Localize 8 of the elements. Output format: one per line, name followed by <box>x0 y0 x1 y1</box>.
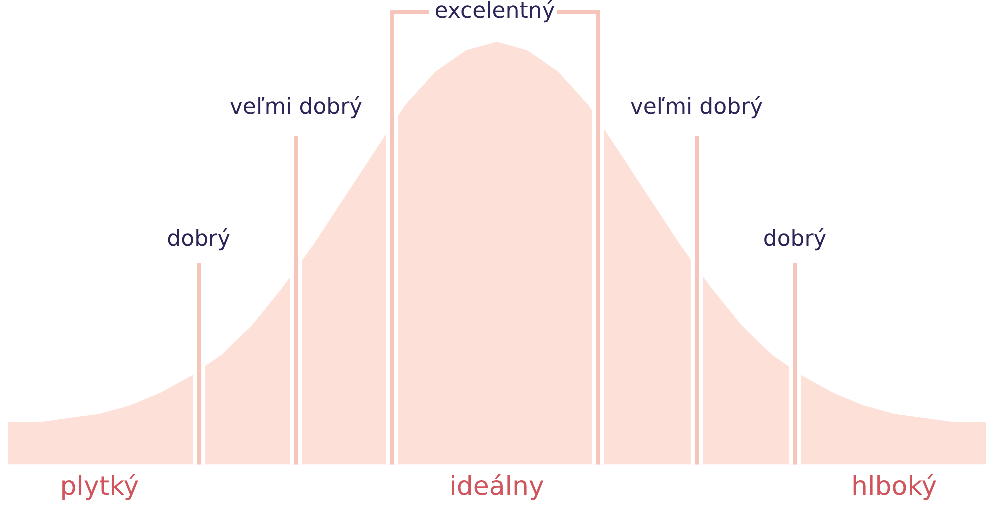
text: excelentný <box>434 0 556 24</box>
x-tick-label: hlboký <box>851 472 938 502</box>
x-tick-label: plytký <box>60 472 140 502</box>
annotation: veľmi dobrý <box>230 95 363 120</box>
annotation: veľmi dobrý <box>630 95 764 120</box>
annotation: dobrý <box>167 227 231 252</box>
x-tick-label: ideálny <box>450 472 544 502</box>
annotation: dobrý <box>763 227 827 252</box>
